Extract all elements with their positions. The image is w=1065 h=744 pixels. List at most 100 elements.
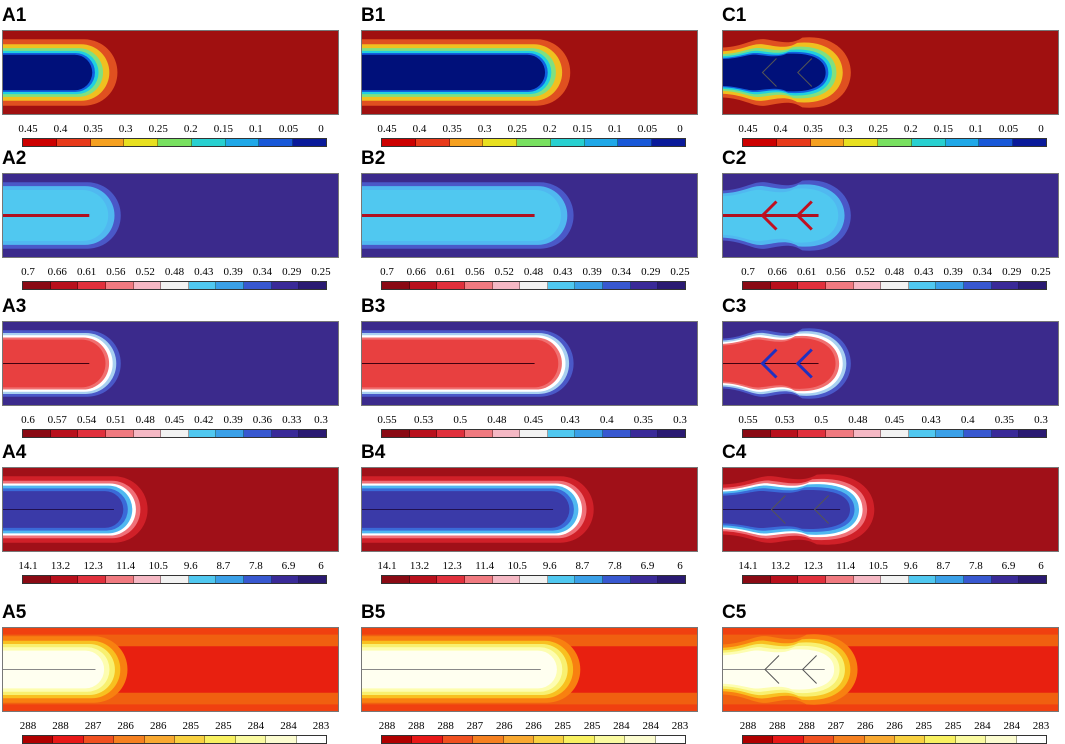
colorbar-tick-label: 0.52	[135, 266, 155, 278]
colorbar-tick-label: 0.7	[741, 266, 755, 278]
colorbar-tick-label: 0.42	[194, 414, 214, 426]
colorbar-tick-label: 0.05	[998, 123, 1019, 135]
colorbar-tick-label: 0.3	[673, 414, 687, 426]
colorbar-segment	[50, 430, 79, 437]
panel-label: C2	[722, 148, 747, 169]
colorbar-tick-label: 11.4	[475, 560, 495, 572]
colorbar-tick-label: 0.43	[560, 414, 580, 426]
colorbar-segment	[299, 282, 327, 289]
colorbar-tick-label: 0.35	[994, 414, 1014, 426]
colorbar-segment	[908, 576, 937, 583]
colorbar-segment	[603, 430, 631, 437]
colorbar-tick-label: 0.3	[1034, 414, 1048, 426]
colorbar-tick-label: 0.45	[523, 414, 544, 426]
colorbar-segment	[945, 139, 980, 146]
colorbar-segment	[630, 282, 659, 289]
panel-label: A2	[2, 148, 27, 169]
colorbar	[381, 281, 686, 290]
colorbar-segment	[464, 576, 493, 583]
colorbar-tick-labels: 14.1 13.2 12.3 11.4 10.5 9.6 8.7 7.8 6.9 6	[377, 559, 686, 573]
colorbar-segment	[492, 282, 521, 289]
colorbar-segment	[743, 430, 771, 437]
colorbar	[22, 575, 327, 584]
colorbar-tick-label: 0.56	[826, 266, 846, 278]
colorbar-tick-label: 0.05	[278, 123, 299, 135]
colorbar-tick-label: 0.3	[118, 123, 133, 135]
colorbar-tick-label: 0.29	[282, 266, 302, 278]
colorbar-segment	[161, 282, 189, 289]
colorbar	[22, 429, 327, 438]
panel-label: A4	[2, 442, 27, 463]
colorbar-tick-label: 0.15	[572, 123, 592, 135]
colorbar-tick-label: 286	[117, 720, 134, 732]
panel-label: B2	[361, 148, 386, 169]
colorbar-segment	[437, 430, 465, 437]
colorbar-segment	[23, 430, 51, 437]
panel-label: B4	[361, 442, 386, 463]
colorbar-segment	[584, 139, 619, 146]
field-plot	[361, 467, 698, 552]
colorbar-segment	[810, 139, 845, 146]
colorbar-segment	[225, 139, 260, 146]
colorbar-segment	[133, 576, 162, 583]
colorbar-segment	[259, 139, 294, 146]
colorbar-tick-labels: 288 288 287 286 286 285 285 284 284 283	[20, 719, 330, 733]
colorbar-segment	[630, 430, 659, 437]
colorbar-tick-label: 0.29	[1002, 266, 1022, 278]
colorbar-tick-label: 0.39	[223, 414, 243, 426]
colorbar-tick-label: 8.7	[936, 560, 951, 572]
colorbar-segment	[964, 282, 992, 289]
field-plot	[2, 627, 339, 712]
colorbar-tick-labels: 0.7 0.66 0.61 0.56 0.52 0.48 0.43 0.39 0.34 0.29 0…	[380, 265, 690, 279]
colorbar-segment	[1013, 139, 1047, 146]
colorbar-tick-label: 0.7	[21, 266, 35, 278]
colorbar-tick-label: 284	[974, 720, 991, 732]
colorbar-segment	[216, 576, 245, 583]
colorbar-segment	[652, 139, 686, 146]
colorbar-tick-label: 12.3	[442, 560, 462, 572]
colorbar-tick-label: 284	[247, 720, 265, 732]
colorbar-segment	[244, 576, 272, 583]
colorbar-segment	[550, 139, 585, 146]
colorbar-segment	[50, 282, 79, 289]
colorbar-tick-label: 9.6	[542, 560, 557, 572]
panel-label: C5	[722, 602, 747, 623]
colorbar-segment	[244, 282, 272, 289]
colorbar-tick-label: 0.43	[914, 266, 934, 278]
panel-label: B1	[361, 5, 386, 26]
colorbar-tick-label: 285	[215, 720, 232, 732]
colorbar-segment	[547, 576, 576, 583]
colorbar-tick-label: 0.6	[21, 414, 35, 426]
colorbar	[381, 429, 686, 438]
colorbar	[742, 575, 1047, 584]
colorbar-tick-label: 0.48	[848, 414, 868, 426]
colorbar-segment	[492, 576, 521, 583]
colorbar-tick-label: 285	[182, 720, 200, 732]
colorbar-tick-label: 285	[944, 720, 962, 732]
colorbar-segment	[825, 430, 854, 437]
colorbar-segment	[50, 576, 79, 583]
colorbar-tick-label: 284	[280, 720, 297, 732]
colorbar-tick-label: 288	[769, 720, 786, 732]
colorbar-tick-label: 0.48	[164, 266, 185, 278]
colorbar-segment	[547, 282, 576, 289]
colorbar-segment	[382, 139, 416, 146]
colorbar-tick-label: 0.25	[868, 123, 888, 135]
colorbar-segment	[630, 576, 659, 583]
panel-label: A5	[2, 602, 27, 623]
colorbar-segment	[964, 430, 992, 437]
colorbar-segment	[382, 576, 410, 583]
colorbar-tick-labels: 0.6 0.57 0.54 0.51 0.48 0.45 0.42 0.39 0.36 0.33 0…	[21, 413, 328, 427]
colorbar-tick-label: 0.4	[960, 414, 975, 426]
field-plot	[361, 627, 698, 712]
colorbar-tick-label: 0.61	[796, 266, 817, 278]
colorbar	[22, 281, 327, 290]
field-plot	[722, 30, 1059, 115]
colorbar-tick-label: 0.39	[582, 266, 602, 278]
colorbar-segment	[798, 430, 826, 437]
colorbar-tick-label: 10.5	[868, 560, 888, 572]
colorbar-tick-label: 6	[1038, 560, 1044, 572]
panel-label: C1	[722, 5, 747, 26]
colorbar-tick-label: 0.1	[249, 123, 263, 135]
colorbar-segment	[492, 430, 521, 437]
